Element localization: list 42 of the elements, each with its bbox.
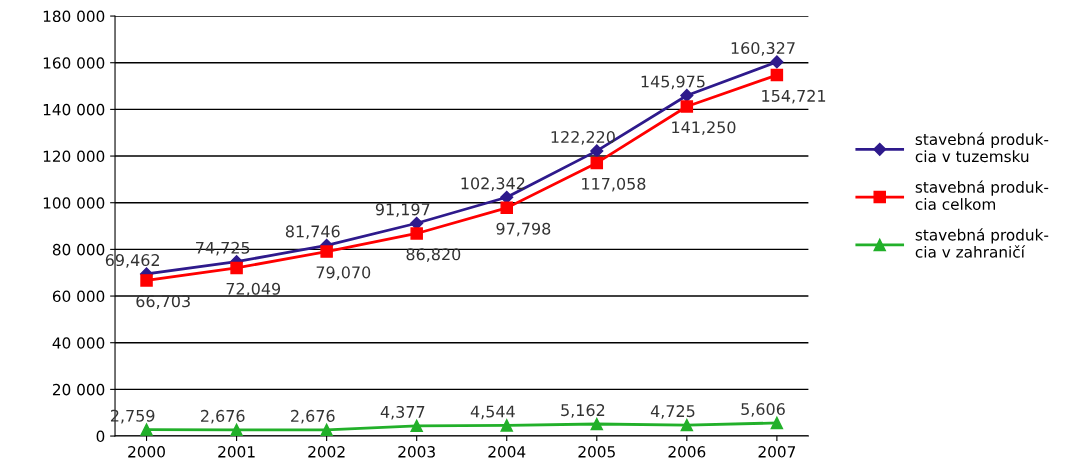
data-label: 122,220 (551, 130, 615, 145)
data-label: 160,327 (731, 42, 795, 56)
y-tick-label: 20 000 (52, 383, 105, 396)
data-label: 79,070 (316, 266, 371, 281)
data-label: 117,058 (582, 177, 646, 192)
x-tick-label: 2003 (398, 446, 435, 458)
y-tick-label: 40 000 (52, 337, 105, 349)
data-label: 97,798 (496, 222, 551, 237)
data-label: 2,676 (291, 409, 335, 424)
data-label: 66,703 (136, 295, 190, 309)
x-tick-label: 2002 (308, 446, 345, 458)
legend-label: stavebná produk- cia v zahraničí (915, 228, 1049, 258)
data-label: 4,377 (380, 405, 425, 420)
y-tick-label: 100 000 (43, 197, 105, 209)
y-tick-label: 160 000 (43, 57, 105, 69)
data-label: 72,049 (226, 282, 281, 297)
x-tick-label: 2005 (578, 446, 615, 458)
data-label: 91,197 (375, 203, 430, 218)
data-label: 5,162 (561, 404, 605, 418)
y-tick-label: 180 000 (43, 10, 105, 23)
legend-label: stavebná produk- cia v tuzemsku (915, 132, 1049, 163)
data-label: 5,606 (741, 403, 785, 417)
y-tick-label: 80 000 (52, 243, 105, 256)
data-label: 154,721 (762, 89, 826, 104)
x-tick-label: 2001 (218, 446, 255, 458)
data-label: 4,544 (470, 405, 515, 420)
y-tick-label: 0 (96, 430, 105, 443)
data-label: 81,746 (285, 225, 340, 240)
data-label: 2,676 (201, 409, 245, 424)
x-tick-label: 2006 (668, 446, 706, 458)
data-label: 102,342 (461, 177, 525, 192)
data-label: 4,725 (650, 405, 695, 419)
legend-label: stavebná produk- cia celkom (915, 180, 1049, 210)
y-tick-label: 140 000 (43, 103, 105, 116)
x-tick-label: 2000 (128, 446, 165, 458)
y-tick-label: 60 000 (52, 290, 105, 303)
x-tick-label: 2004 (488, 446, 526, 458)
data-label: 86,820 (406, 248, 461, 262)
x-tick-label: 2007 (758, 446, 796, 458)
y-tick-label: 120 000 (43, 150, 105, 163)
data-label: 145,975 (641, 75, 705, 90)
data-label: 141,250 (672, 121, 736, 135)
